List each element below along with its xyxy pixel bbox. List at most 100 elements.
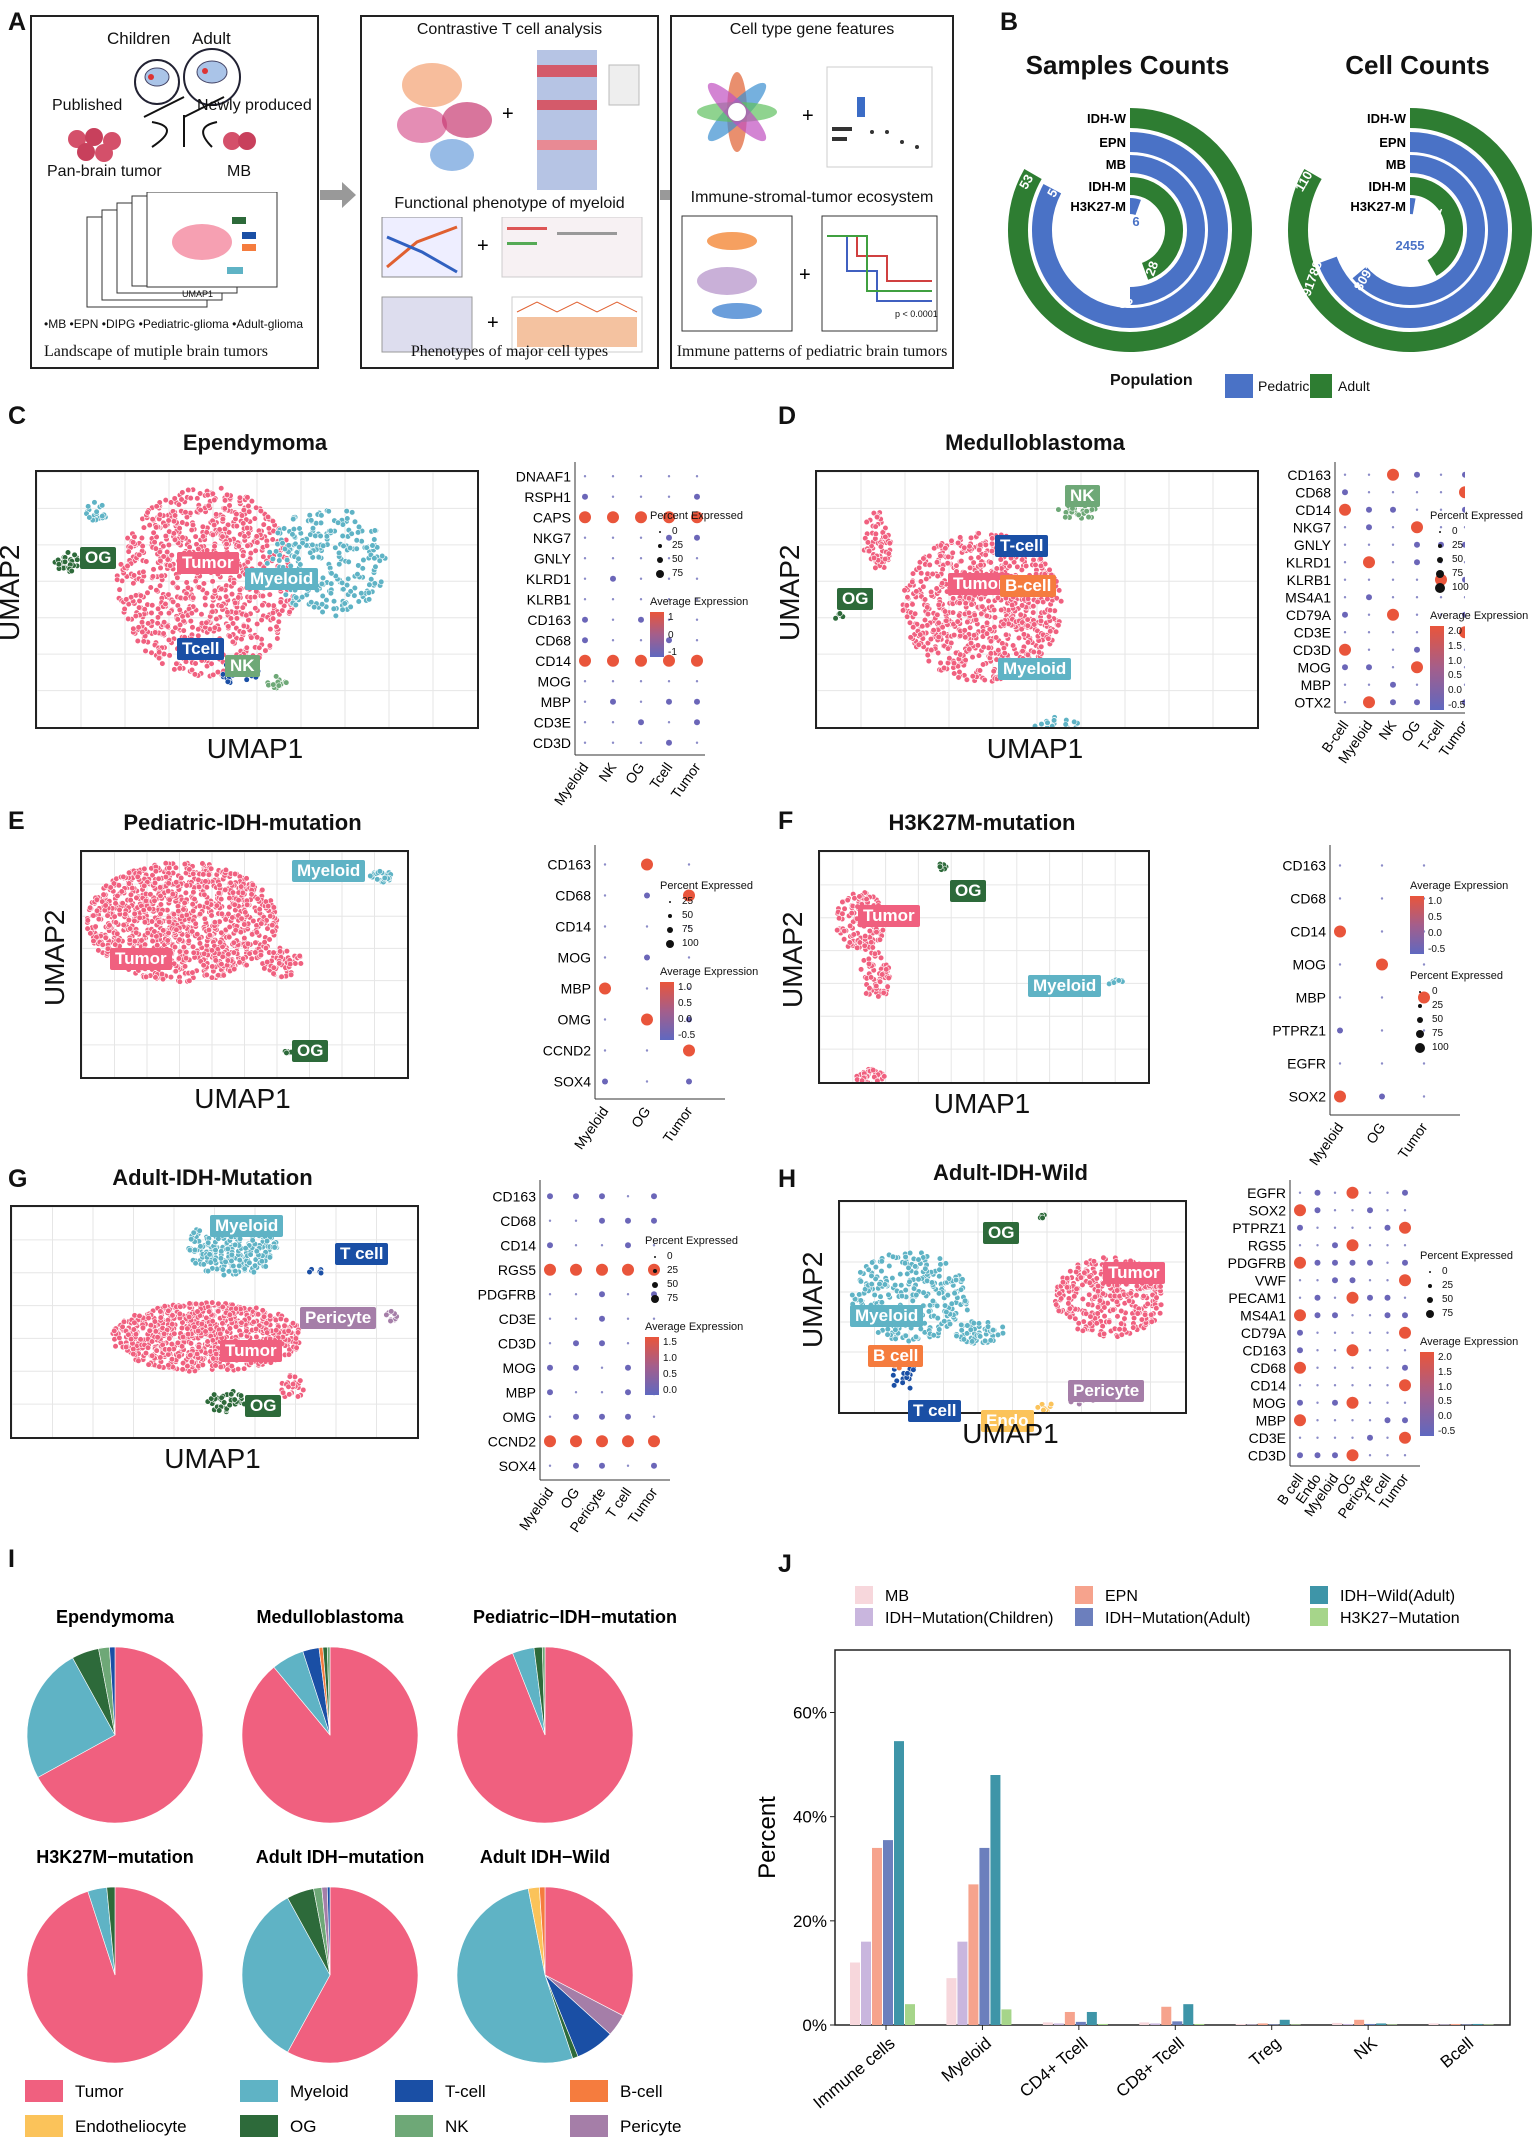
dot (667, 680, 671, 683)
dot (583, 680, 587, 683)
gene-label: CD14 (555, 919, 591, 935)
group-label: Myeloid (1306, 1120, 1347, 1169)
legend-swatch (1075, 1608, 1093, 1626)
gene-label: CD163 (1287, 467, 1331, 483)
pie-4: Adult IDH−mutation (241, 1847, 424, 2064)
panelE-dotplot: CD163 CD68 CD14 MOG MBP OMG CCND2 SOX4 Myeloid OG… (543, 845, 725, 1152)
dot (599, 1217, 605, 1224)
pe-legend-label: 75 (672, 568, 684, 579)
dot (1351, 1366, 1354, 1369)
cluster-nk (264, 673, 290, 692)
pe-legend-dot (654, 1256, 656, 1258)
gene-label: GNLY (534, 550, 572, 566)
dot (1462, 506, 1465, 513)
bar (1428, 2023, 1439, 2025)
dot (599, 1193, 605, 1200)
dot (583, 721, 587, 724)
dot (666, 534, 672, 541)
gene-label: SOX2 (1249, 1202, 1287, 1218)
pe-legend-label: 25 (672, 540, 684, 551)
dot (1463, 526, 1465, 529)
dot (611, 639, 615, 642)
pie-title: Pediatric−IDH−mutation (473, 1607, 677, 1627)
bar (1053, 2023, 1064, 2025)
dot (579, 511, 591, 524)
dot (1411, 521, 1423, 534)
panelD-title: Medulloblastoma (945, 430, 1125, 455)
dot (1342, 611, 1348, 618)
pe-legend-dot (1435, 569, 1445, 579)
dot (547, 1242, 553, 1249)
dot (1297, 1399, 1303, 1406)
dot (548, 1219, 552, 1222)
dot (611, 618, 615, 621)
gene-label: CD68 (1295, 484, 1331, 500)
dot (1314, 1452, 1321, 1459)
dot (573, 1413, 579, 1420)
gene-label: CD3E (534, 714, 571, 730)
ae-colorbar (1420, 1352, 1434, 1436)
dot (579, 654, 591, 667)
dot (1346, 1239, 1359, 1252)
dot (1367, 683, 1371, 686)
gene-label: CD163 (492, 1188, 536, 1204)
ring-label: EPN (1099, 135, 1126, 150)
pie-title: Adult IDH−Wild (480, 1847, 610, 1867)
dot (1399, 1274, 1411, 1287)
dot (1463, 596, 1465, 599)
group-label: Myeloid (516, 1485, 557, 1534)
dot (1367, 473, 1371, 476)
cluster-tcell (306, 1266, 325, 1277)
gene-label: CD14 (1250, 1377, 1286, 1393)
dot (651, 1462, 657, 1469)
myeloid-graphic: + + (381, 217, 643, 353)
ring-EPN (1032, 132, 1228, 328)
ae-legend-label: 0.5 (1448, 670, 1462, 682)
panelF-ae-title: Average Expression (1410, 880, 1509, 892)
ae-legend-label: 1.0 (1438, 1381, 1452, 1393)
gene-label: KLRB1 (1287, 572, 1332, 588)
dot (1463, 648, 1465, 651)
pie-2: Pediatric−IDH−mutation (456, 1607, 677, 1824)
dot (573, 1462, 579, 1469)
cluster-label-pericyte: Pericyte (1068, 1380, 1145, 1402)
pe-legend-label: 25 (1432, 1000, 1444, 1011)
ae-legend-label: 1.0 (1448, 655, 1462, 667)
gene-label: MOG (558, 950, 591, 966)
dot (1386, 1191, 1389, 1194)
dot (573, 1193, 579, 1200)
cluster-tumor (84, 860, 280, 985)
pie-3: H3K27M−mutation (26, 1847, 204, 2064)
legend-label: IDH−Mutation(Adult) (1105, 1610, 1250, 1627)
bar (850, 1962, 860, 2025)
dot (1368, 1226, 1372, 1229)
ring-IDH-M (1409, 177, 1463, 276)
stacked-umaps-icon (86, 192, 278, 308)
x-tick: CD4+ Tcell (1016, 2034, 1091, 2102)
dot (1298, 1436, 1302, 1439)
dot (645, 987, 649, 990)
dot (625, 1389, 631, 1396)
panelD-xlabel: UMAP1 (986, 733, 1084, 764)
gene-label: CD79A (1286, 607, 1332, 623)
dot (1367, 613, 1371, 616)
legend-pediatric-label: Pedatric (1258, 378, 1310, 394)
pe-legend-dot (1427, 1283, 1433, 1289)
y-axis-label: Percent (754, 1796, 781, 1879)
dot (694, 534, 700, 541)
dot (1380, 930, 1384, 933)
panelF-ylabel: UMAP2 (777, 911, 808, 1008)
dot (667, 721, 671, 724)
panelF-pe-title: Percent Expressed (1410, 970, 1503, 982)
legend-label-OG: OG (290, 2117, 316, 2136)
dot (639, 598, 643, 601)
ring-MB (1129, 155, 1205, 305)
pe-legend-dot (1425, 1309, 1435, 1319)
gene-label: CCND2 (543, 1043, 591, 1059)
pe-legend-dot (1434, 582, 1446, 594)
panelC-xlabel: UMAP1 (206, 733, 304, 764)
pe-legend-dot (659, 531, 661, 533)
cluster-label-myeloid: Myeloid (292, 860, 366, 882)
gene-label: CD163 (1242, 1342, 1286, 1358)
